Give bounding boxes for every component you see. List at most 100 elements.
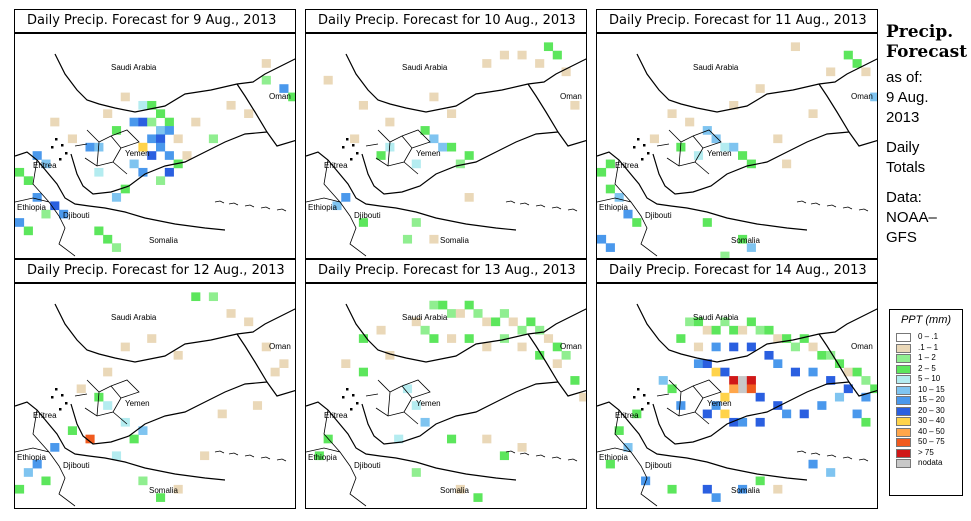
precip-cell xyxy=(455,484,465,494)
precip-cell xyxy=(41,159,51,169)
precip-cell xyxy=(23,468,33,477)
precip-cell xyxy=(182,151,192,160)
precip-cell xyxy=(667,484,677,494)
island-outline xyxy=(810,202,821,206)
country-border xyxy=(636,53,877,113)
precip-cell xyxy=(147,334,157,343)
precip-cell xyxy=(226,309,236,318)
island-outline xyxy=(796,200,807,204)
precip-cell xyxy=(517,50,527,60)
island-outline xyxy=(228,452,239,456)
precip-cell xyxy=(711,325,721,335)
island-mark xyxy=(65,402,68,405)
precip-cell xyxy=(76,384,86,394)
island-mark xyxy=(65,152,68,155)
precip-cell xyxy=(535,59,545,68)
precip-cell xyxy=(605,184,615,194)
precip-cell xyxy=(358,218,368,227)
precip-cell xyxy=(32,193,42,202)
precip-cell xyxy=(799,409,809,419)
precip-cell xyxy=(455,159,465,169)
precip-cell xyxy=(473,493,483,502)
precip-cell xyxy=(191,292,201,302)
precip-cell xyxy=(799,334,809,343)
forecast-panel: Daily Precip. Forecast for 13 Aug., 2013… xyxy=(305,259,587,509)
island-outline xyxy=(842,206,853,210)
island-outline xyxy=(535,454,546,458)
country-border xyxy=(306,159,367,257)
legend-swatch xyxy=(896,438,911,447)
legend-swatch xyxy=(896,396,911,405)
precip-cell xyxy=(464,334,474,343)
coastline xyxy=(361,381,559,445)
map-label-somalia: Somalia xyxy=(149,486,178,495)
island-mark xyxy=(637,388,640,391)
island-mark xyxy=(647,402,650,405)
precip-cell xyxy=(429,300,439,310)
map-label-ethiopia: Ethiopia xyxy=(308,203,337,212)
island-mark xyxy=(346,388,349,391)
precip-cell xyxy=(738,151,748,160)
map-svg: Saudi Arabia Oman Yemen Eritrea Ethiopia Djib… xyxy=(306,42,586,257)
island-outline xyxy=(826,454,837,458)
map-label-eritrea: Eritrea xyxy=(615,161,639,170)
legend-label: > 75 xyxy=(918,447,934,457)
precip-cell xyxy=(729,417,739,427)
precip-cell xyxy=(808,367,818,377)
island-mark xyxy=(346,138,349,141)
precip-cell xyxy=(103,109,113,119)
governorate-lines xyxy=(365,129,431,175)
precip-cell xyxy=(138,167,148,177)
precip-cell xyxy=(208,292,218,302)
island-outline xyxy=(276,458,287,462)
precip-cell xyxy=(861,392,871,402)
island-mark xyxy=(633,146,636,149)
island-outline xyxy=(810,452,821,456)
map-label-oman: Oman xyxy=(269,92,291,101)
precip-cell xyxy=(623,209,633,219)
coastline xyxy=(652,381,850,445)
precip-cell xyxy=(790,342,800,352)
precip-cell xyxy=(614,426,624,435)
island-mark xyxy=(637,138,640,141)
precip-cell xyxy=(314,451,324,461)
precip-cell xyxy=(834,392,845,402)
precip-cell xyxy=(173,350,183,360)
legend-label: 40 – 50 xyxy=(918,426,945,436)
country-border xyxy=(597,409,658,507)
precip-cell xyxy=(658,376,668,385)
sidebar: Precip. Forecast as of: 9 Aug. 2013 Dail… xyxy=(886,22,967,248)
legend-label: 2 – 5 xyxy=(918,363,936,373)
map-label-ethiopia: Ethiopia xyxy=(17,203,46,212)
precip-cell xyxy=(535,350,545,360)
precip-cell xyxy=(746,342,756,352)
island-mark xyxy=(51,146,54,149)
island-mark xyxy=(647,152,650,155)
island-outline xyxy=(796,450,807,454)
precip-cell xyxy=(843,367,853,377)
island-outline xyxy=(276,208,287,212)
map-label-djibouti: Djibouti xyxy=(645,461,672,470)
map-svg: Saudi Arabia Oman Yemen Eritrea Ethiopia Djib… xyxy=(15,53,295,257)
legend-swatch xyxy=(896,417,911,426)
map-label-ethiopia: Ethiopia xyxy=(308,453,337,462)
precip-cell xyxy=(755,84,765,93)
precip-cell xyxy=(147,151,157,160)
precip-cell xyxy=(103,401,113,410)
panel-title: Daily Precip. Forecast for 11 Aug., 2013 xyxy=(596,9,878,33)
map-svg: Saudi Arabia Oman Yemen Eritrea Ethiopia Djib… xyxy=(597,42,877,258)
precip-cell xyxy=(526,317,536,327)
precip-cell xyxy=(94,167,104,177)
precip-cell xyxy=(429,334,439,343)
precip-cell xyxy=(693,359,704,369)
precip-cell xyxy=(808,109,818,119)
precip-cell xyxy=(773,484,783,494)
panel-title: Daily Precip. Forecast for 13 Aug., 2013 xyxy=(305,259,587,283)
legend-label: 15 – 20 xyxy=(918,395,945,404)
precip-cell xyxy=(147,134,157,144)
precip-cell xyxy=(755,392,765,402)
precip-cell xyxy=(252,401,263,410)
precip-cell xyxy=(852,409,862,419)
precip-cell xyxy=(517,443,527,452)
governorate-lines xyxy=(656,379,722,425)
